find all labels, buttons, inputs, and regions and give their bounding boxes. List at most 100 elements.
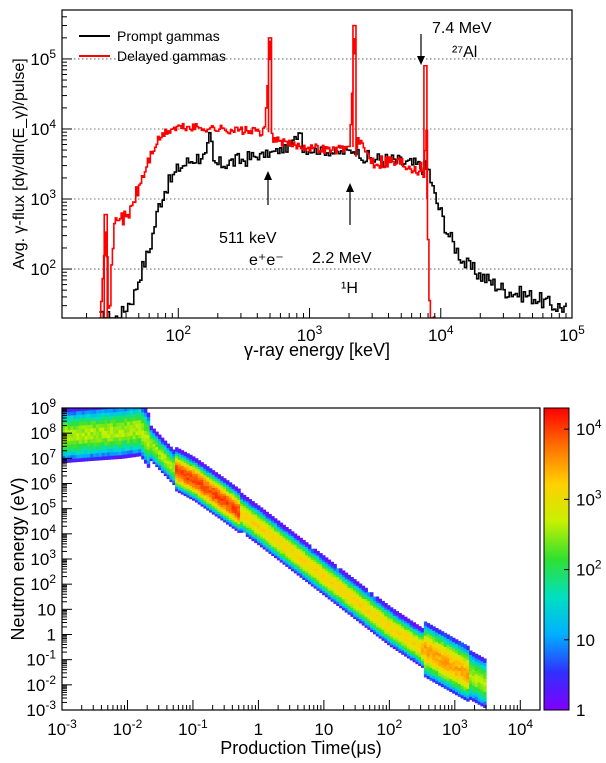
heatmap-cell (107, 440, 111, 446)
heatmap-cell (124, 428, 128, 433)
heatmap-cell (130, 402, 133, 407)
heatmap-cell (90, 431, 94, 436)
heatmap-cell (127, 453, 131, 458)
heatmap-cell (141, 408, 145, 413)
heatmap-cell (132, 441, 137, 447)
heatmap-cell (435, 640, 439, 646)
heatmap-cell (115, 422, 120, 427)
heatmap-cell (67, 451, 72, 456)
heatmap-cell (460, 687, 464, 693)
heatmap-cell (141, 426, 145, 431)
heatmap-cell (79, 453, 83, 459)
heatmap-cell (333, 568, 337, 573)
heatmap-cell (480, 698, 484, 704)
heatmap-cell (104, 408, 108, 413)
heatmap-cell (426, 639, 431, 644)
heatmap-cell (480, 701, 484, 707)
heatmap-cell (463, 689, 467, 694)
heatmap-cell (209, 492, 213, 498)
heatmap-cell (138, 401, 141, 406)
heatmap-cell (242, 519, 247, 524)
heatmap-cell (460, 658, 464, 664)
heatmap-cell (149, 436, 153, 442)
heatmap-cell (449, 636, 453, 641)
heatmap-cell (367, 612, 371, 617)
heatmap-cell (237, 493, 241, 498)
heatmap-cell (93, 408, 97, 410)
heatmap-cell (127, 446, 131, 451)
heatmap-cell (64, 429, 69, 434)
heatmap-cell (73, 418, 77, 423)
heatmap-cell (432, 636, 436, 641)
y-tick-label-exp: -2 (45, 673, 56, 687)
heatmap-cell (118, 421, 122, 427)
heatmap-cell (175, 478, 179, 483)
heatmap-cell (144, 433, 148, 439)
heatmap-cell (107, 451, 111, 457)
heatmap-cell (237, 508, 241, 513)
heatmap-cell (118, 408, 122, 412)
heatmap-cell (466, 671, 470, 676)
heatmap-cell (76, 443, 80, 448)
heatmap-cell (141, 444, 145, 449)
heatmap-cell (189, 485, 193, 491)
heatmap-cell (432, 665, 436, 670)
heatmap-cell (121, 436, 125, 441)
heatmap-cell (375, 601, 380, 606)
heatmap-cell (73, 421, 77, 427)
heatmap-cell (87, 408, 91, 411)
heatmap-cell (141, 433, 145, 438)
heatmap-cell (104, 433, 108, 439)
heatmap-cell (457, 692, 462, 697)
heatmap-cell (435, 679, 439, 684)
heatmap-cell (341, 588, 346, 593)
heatmap-cell (112, 415, 117, 420)
heatmap-cell (166, 443, 170, 449)
heatmap-cell (127, 431, 131, 437)
heatmap-cell (121, 418, 125, 423)
heatmap-cell (90, 442, 94, 447)
heatmap-cell (93, 412, 97, 418)
heatmap-cell (129, 413, 134, 418)
x-tick-label-exp: 4 (526, 717, 533, 731)
heatmap-cell (141, 436, 145, 442)
heatmap-cell (217, 474, 221, 479)
heatmap-cell (463, 666, 467, 672)
heatmap-cell (471, 661, 476, 667)
heatmap-cell (455, 642, 459, 647)
heatmap-cell (443, 684, 448, 689)
heatmap-cell (452, 676, 456, 681)
heatmap-cell (483, 687, 487, 692)
heatmap-cell (248, 514, 252, 520)
heatmap-cell (90, 449, 94, 454)
heatmap-cell (435, 673, 439, 678)
heatmap-cell (64, 454, 69, 460)
heatmap-cell (483, 690, 487, 696)
heatmap-cell (389, 607, 394, 612)
heatmap-cell (90, 438, 94, 443)
heatmap-cell (469, 650, 473, 655)
heatmap-cell (124, 439, 128, 444)
heatmap-cell (446, 663, 450, 668)
heatmap-cell (463, 676, 467, 681)
heatmap-cell (81, 453, 86, 458)
heatmap-cell (115, 408, 120, 413)
heatmap-cell (206, 466, 210, 471)
x-tick-label: 105 (559, 323, 585, 345)
heatmap-cell (293, 533, 298, 538)
heatmap-cell (322, 588, 326, 593)
heatmap-cell (305, 542, 309, 547)
heatmap-cell (282, 524, 286, 530)
heatmap-cell (471, 677, 476, 683)
heatmap-cell (104, 426, 108, 431)
heatmap-cell (378, 623, 382, 628)
colorbar-tick-label: 102 (576, 558, 602, 580)
heatmap-cell (115, 414, 120, 420)
heatmap-cell (455, 655, 459, 660)
y-tick-label-exp: 6 (49, 472, 56, 486)
heatmap-cell (471, 684, 476, 689)
heatmap-cell (471, 671, 476, 676)
heatmap-cell (432, 652, 436, 657)
series-line-delayed-gammas (99, 24, 436, 318)
heatmap-cell (423, 631, 428, 636)
